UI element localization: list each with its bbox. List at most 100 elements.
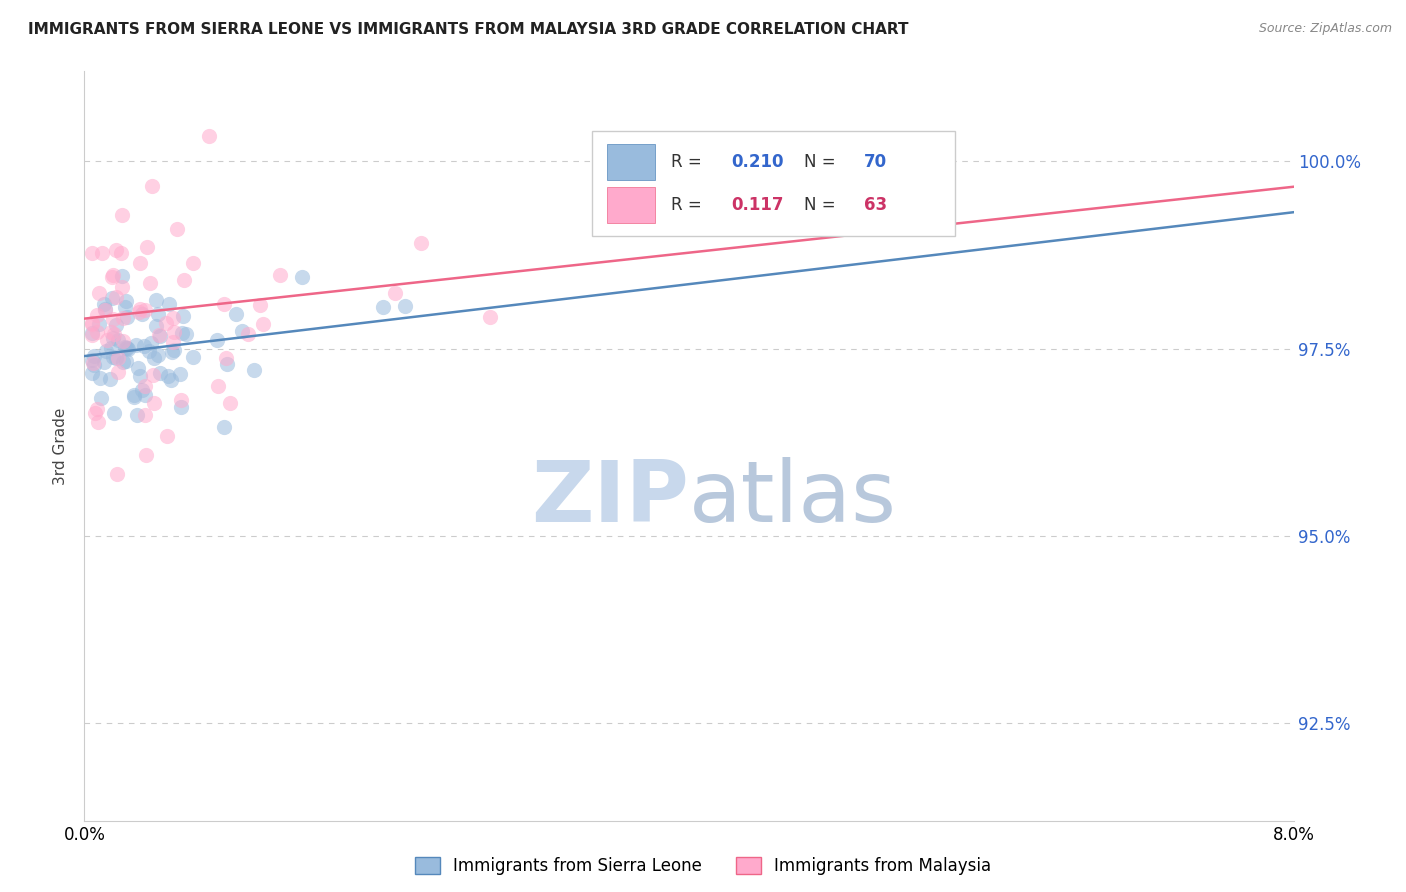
Point <box>105 318 128 333</box>
Point <box>94 303 117 318</box>
Text: 70: 70 <box>865 153 887 171</box>
Text: atlas: atlas <box>689 457 897 540</box>
Point <box>160 345 183 359</box>
Point <box>157 297 180 311</box>
Point <box>111 334 134 348</box>
Point <box>86 402 108 417</box>
Point <box>83 349 105 363</box>
Point <box>80 326 103 341</box>
Point <box>125 408 148 422</box>
Point <box>111 269 134 284</box>
Text: R =: R = <box>671 195 711 214</box>
Point <box>80 352 103 367</box>
Point <box>219 396 242 410</box>
Text: 0.117: 0.117 <box>731 195 783 214</box>
Point <box>100 341 122 355</box>
Point <box>80 328 103 343</box>
Point <box>170 400 193 414</box>
Point <box>371 300 394 314</box>
Point <box>141 178 163 193</box>
Point <box>134 302 156 317</box>
Point <box>269 268 291 283</box>
Point <box>479 310 502 324</box>
Point <box>166 221 188 235</box>
Point <box>156 368 179 383</box>
Text: ZIP: ZIP <box>531 457 689 540</box>
Point <box>142 368 165 383</box>
Point <box>134 378 156 392</box>
Point <box>129 255 152 269</box>
FancyBboxPatch shape <box>607 144 655 180</box>
Text: N =: N = <box>804 153 841 171</box>
Y-axis label: 3rd Grade: 3rd Grade <box>53 408 69 484</box>
Point <box>163 343 186 357</box>
Point <box>104 243 127 257</box>
Point <box>138 277 160 291</box>
Point <box>409 235 432 250</box>
Text: 0.210: 0.210 <box>731 153 783 171</box>
Point <box>122 390 145 404</box>
Point <box>107 351 129 365</box>
Point <box>83 358 105 372</box>
Point <box>90 391 112 405</box>
Point <box>145 318 167 333</box>
Point <box>117 342 139 356</box>
Legend: Immigrants from Sierra Leone, Immigrants from Malaysia: Immigrants from Sierra Leone, Immigrants… <box>415 856 991 875</box>
Point <box>183 350 205 364</box>
Point <box>148 348 170 362</box>
Point <box>252 317 274 331</box>
Point <box>96 333 118 347</box>
Point <box>242 363 264 377</box>
Point <box>170 393 193 408</box>
Point <box>107 467 129 481</box>
Text: 63: 63 <box>865 195 887 214</box>
FancyBboxPatch shape <box>592 131 955 236</box>
Point <box>87 286 110 301</box>
Point <box>80 317 103 331</box>
Point <box>162 334 184 349</box>
Point <box>100 291 122 305</box>
Point <box>103 350 125 364</box>
Point <box>217 357 239 371</box>
Point <box>100 326 122 340</box>
Point <box>131 307 153 321</box>
Point <box>114 340 136 354</box>
Point <box>101 331 124 345</box>
Point <box>205 333 228 347</box>
Point <box>125 337 148 351</box>
Point <box>291 269 314 284</box>
Point <box>172 309 194 323</box>
Point <box>249 298 271 312</box>
Point <box>134 388 156 402</box>
Point <box>114 300 136 314</box>
Point <box>149 367 172 381</box>
Point <box>80 246 103 260</box>
Point <box>89 370 111 384</box>
Point <box>103 312 125 326</box>
Point <box>159 373 181 387</box>
Point <box>207 379 229 393</box>
Point <box>139 335 162 350</box>
Point <box>384 285 406 300</box>
Point <box>162 310 184 325</box>
Point <box>94 343 117 358</box>
Point <box>127 360 149 375</box>
Point <box>131 384 153 398</box>
Point <box>115 353 138 368</box>
Point <box>93 354 115 368</box>
Point <box>143 351 166 365</box>
Point <box>103 327 125 342</box>
Point <box>111 355 134 369</box>
Point <box>197 128 219 143</box>
Point <box>122 387 145 401</box>
Point <box>128 304 150 318</box>
Point <box>98 372 121 386</box>
Point <box>80 366 103 380</box>
Text: Source: ZipAtlas.com: Source: ZipAtlas.com <box>1258 22 1392 36</box>
Point <box>212 419 235 434</box>
Point <box>105 290 128 304</box>
Point <box>236 326 259 341</box>
Point <box>169 367 191 381</box>
Point <box>110 280 132 294</box>
Point <box>86 309 108 323</box>
